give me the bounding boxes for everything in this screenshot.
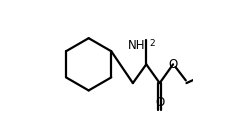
Text: NH: NH <box>127 39 144 52</box>
Text: O: O <box>154 96 164 109</box>
Text: 2: 2 <box>149 39 155 48</box>
Text: O: O <box>168 58 177 71</box>
